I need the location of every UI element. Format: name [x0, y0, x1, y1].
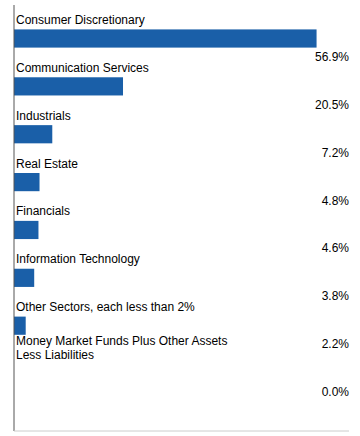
bar: [14, 173, 40, 191]
value-label: 0.0%: [322, 385, 350, 399]
bar: [14, 29, 317, 47]
background: [0, 0, 360, 436]
bars: [14, 29, 317, 334]
bar: [14, 317, 26, 335]
category-label: Real Estate: [16, 157, 78, 171]
value-label: 2.2%: [322, 337, 350, 351]
labels: Consumer Discretionary 56.9% Communication…: [16, 13, 349, 399]
bar: [14, 221, 38, 239]
chart-container: Consumer Discretionary 56.9% Communication…: [0, 0, 360, 436]
value-label: 4.8%: [322, 194, 350, 208]
category-label: Industrials: [16, 109, 71, 123]
bar: [14, 77, 123, 95]
value-label: 4.6%: [322, 241, 350, 255]
category-label: Information Technology: [16, 252, 140, 266]
axis-line-left: [14, 5, 15, 431]
category-label: Money Market Funds Plus Other AssetsLess…: [16, 334, 227, 362]
category-label: Other Sectors, each less than 2%: [16, 300, 195, 314]
category-label: Communication Services: [16, 61, 149, 75]
chart: Consumer Discretionary 56.9% Communication…: [0, 0, 360, 436]
category-label: Financials: [16, 204, 70, 218]
value-label: 3.8%: [322, 289, 350, 303]
axis-line-bottom: [14, 431, 349, 432]
value-label: 20.5%: [315, 98, 349, 112]
bar: [14, 269, 34, 287]
category-label: Consumer Discretionary: [16, 13, 145, 27]
value-label: 56.9%: [315, 50, 349, 64]
value-label: 7.2%: [322, 146, 350, 160]
bar: [14, 125, 52, 143]
